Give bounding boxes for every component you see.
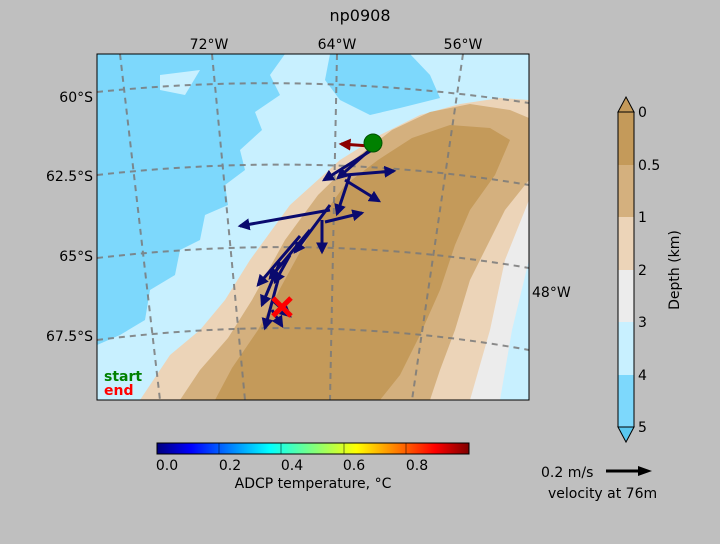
temp-tick-1: 0.2 xyxy=(219,458,241,474)
velocity-arrow xyxy=(334,174,352,217)
velocity-arrow xyxy=(273,254,292,285)
legend-start: start xyxy=(104,369,142,385)
lon-tick-56w: 56°W xyxy=(444,37,483,53)
depth-band-3 xyxy=(618,270,634,322)
depth-band-0 xyxy=(618,112,634,165)
temp-tick-0: 0.0 xyxy=(156,458,178,474)
depth-band-2 xyxy=(618,217,634,270)
peninsula-core xyxy=(215,125,510,400)
meridian-72w xyxy=(211,54,246,400)
velocity-arrow xyxy=(256,235,302,287)
velocity-arrow xyxy=(293,204,332,254)
depth-band-4 xyxy=(618,322,634,375)
lon-tick-72w: 72°W xyxy=(190,37,229,53)
temp-tick-3: 0.6 xyxy=(343,458,365,474)
velocity-arrow xyxy=(237,208,331,231)
temp-tick-2: 0.4 xyxy=(281,458,303,474)
lon-tick-64w: 64°W xyxy=(318,37,357,53)
velocity-arrow xyxy=(321,148,373,182)
depth-colorbar-label: Depth (km) xyxy=(667,230,683,310)
depth-band-1 xyxy=(618,165,634,217)
temperature-colorbar-label: ADCP temperature, °C xyxy=(235,476,392,492)
weddell-abyss xyxy=(500,260,529,400)
depth-colorbar-bottom-extension xyxy=(617,426,635,444)
parallel-62-5s xyxy=(97,163,529,186)
velocity-arrow xyxy=(344,165,397,178)
bathymetry xyxy=(97,54,529,400)
velocity-arrow xyxy=(260,261,282,308)
depth-colorbar-frame xyxy=(617,111,635,428)
lat-tick-62-5s: 62.5°S xyxy=(46,169,93,185)
start-marker xyxy=(363,133,383,153)
velocity-arrows xyxy=(237,146,397,331)
end-marker xyxy=(271,296,293,318)
depth-tick-4: 3 xyxy=(638,315,647,331)
meridian-west xyxy=(119,54,161,400)
parallel-67-5s xyxy=(97,327,529,351)
chart-title: np0908 xyxy=(329,6,390,25)
velocity-key-depth: velocity at 76m xyxy=(548,486,657,502)
depth-colorbar-top-extension xyxy=(617,95,635,113)
velocity-arrow xyxy=(344,178,382,203)
meridian-64w xyxy=(329,54,338,400)
seamount xyxy=(160,70,200,95)
lon-tick-48w: 48°W xyxy=(532,285,571,301)
parallel-60s xyxy=(97,82,529,104)
velocity-key-speed: 0.2 m/s xyxy=(541,465,593,481)
depth-tick-5: 4 xyxy=(638,368,647,384)
depth-tick-3: 2 xyxy=(638,263,647,279)
map-panel: 72°W 64°W 56°W 48°W 60°S 62.5°S 65°S 67.… xyxy=(46,37,571,401)
temperature-gradient xyxy=(156,442,470,455)
temperature-colorbar: 0.0 0.2 0.4 0.6 0.8 ADCP temperature, °C xyxy=(156,442,470,492)
deep-water-north xyxy=(325,54,440,115)
parallel-65s xyxy=(97,246,529,269)
map-frame xyxy=(96,53,530,401)
depth-tick-1: 0.5 xyxy=(638,158,660,174)
depth-colorbar: 0 0.5 1 2 3 4 5 Depth (km) xyxy=(617,95,683,444)
depth-band-5 xyxy=(618,375,634,427)
graticule xyxy=(97,54,529,400)
lat-tick-67-5s: 67.5°S xyxy=(46,329,93,345)
legend-end: end xyxy=(104,383,133,399)
temperature-ticks xyxy=(218,443,407,454)
velocity-key-arrowhead xyxy=(638,466,652,476)
lat-tick-60s: 60°S xyxy=(59,90,93,106)
depth-tick-2: 1 xyxy=(638,210,647,226)
depth-tick-6: 5 xyxy=(638,420,647,436)
lat-tick-65s: 65°S xyxy=(59,249,93,265)
depth-tick-0: 0 xyxy=(638,105,647,121)
meridian-56w xyxy=(411,54,464,400)
velocity-key: 0.2 m/s velocity at 76m xyxy=(541,465,657,502)
temp-tick-4: 0.8 xyxy=(406,458,428,474)
deep-water-west xyxy=(97,54,285,345)
velocity-arrow xyxy=(261,279,280,331)
velocity-arrow xyxy=(324,209,365,224)
